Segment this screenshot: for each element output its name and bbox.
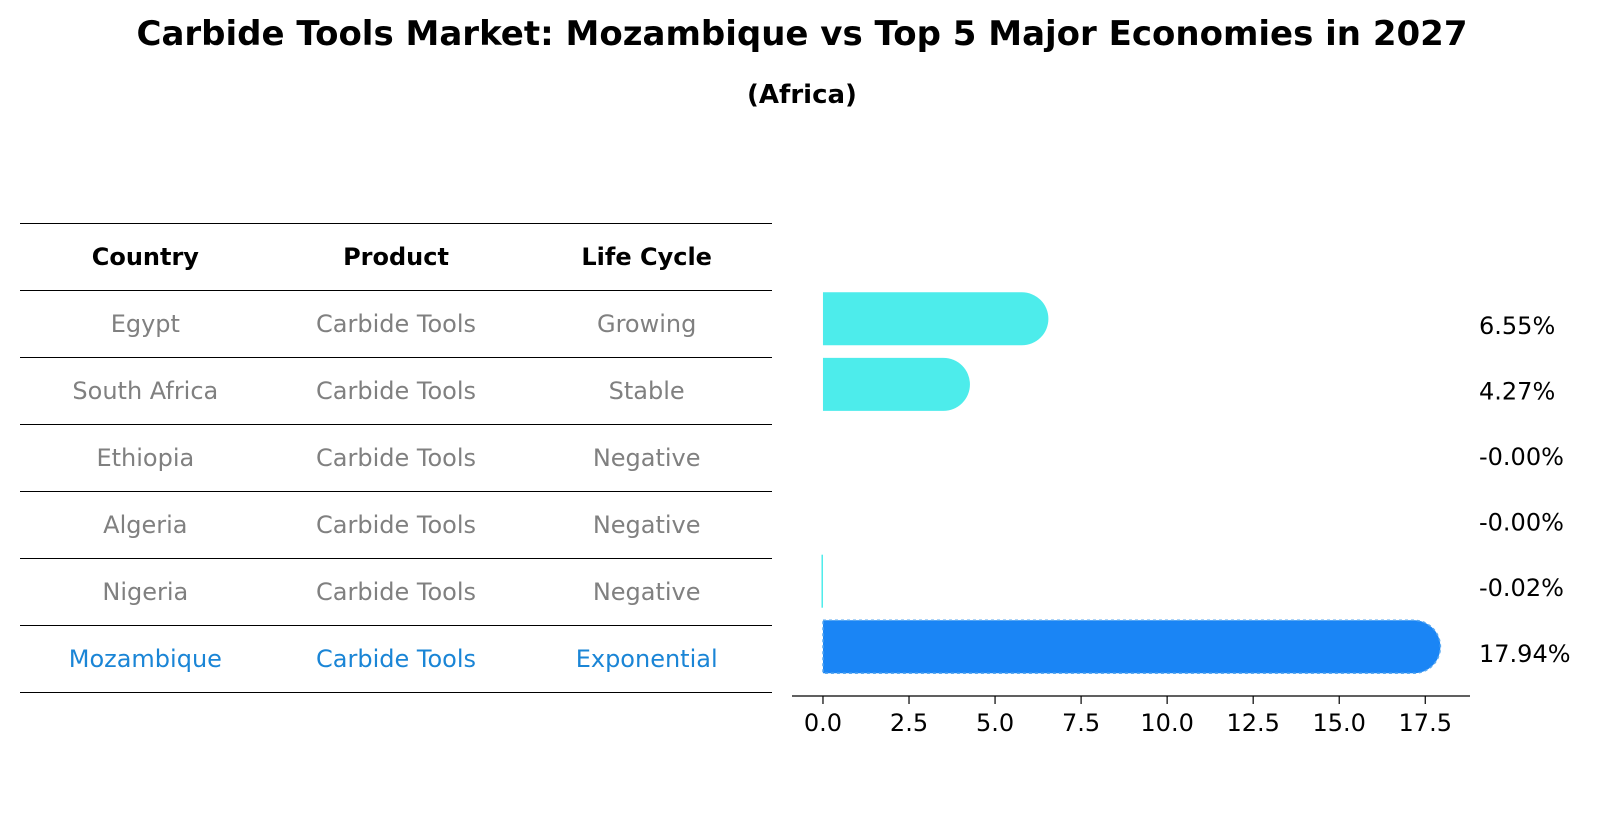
header-life-cycle: Life Cycle	[581, 243, 712, 271]
market-table: Country Product Life Cycle Egypt Carbide…	[20, 223, 772, 693]
data-label: 4.27%	[1479, 377, 1555, 405]
bar-mozambique	[822, 619, 1442, 675]
x-tick-label: 0.0	[804, 709, 842, 737]
x-tick-label: 15.0	[1312, 709, 1365, 737]
x-tick-label: 2.5	[890, 709, 928, 737]
cell-life-cycle: Negative	[592, 511, 701, 539]
cell-product: Carbide Tools	[316, 377, 476, 405]
cell-product: Carbide Tools	[316, 645, 476, 673]
chart-subtitle: (Africa)	[747, 80, 857, 110]
table-row: Ethiopia Carbide Tools Negative	[20, 424, 772, 491]
cell-country: Mozambique	[68, 645, 222, 673]
x-tick-label: 10.0	[1140, 709, 1193, 737]
table-row: Nigeria Carbide Tools Negative	[20, 558, 772, 625]
cell-country: Nigeria	[102, 578, 189, 606]
cell-product: Carbide Tools	[316, 310, 476, 338]
data-label: 6.55%	[1479, 312, 1555, 340]
cell-life-cycle: Negative	[592, 444, 701, 472]
cell-country: Ethiopia	[96, 444, 195, 472]
table-row: Egypt Carbide Tools Growing	[20, 290, 772, 357]
table-row: South Africa Carbide Tools Stable	[20, 357, 772, 424]
table-header-row: Country Product Life Cycle	[20, 223, 772, 290]
cell-country: Egypt	[110, 310, 180, 338]
cell-product: Carbide Tools	[316, 511, 476, 539]
cell-life-cycle: Stable	[608, 377, 685, 405]
cell-life-cycle: Growing	[596, 310, 697, 338]
header-country: Country	[91, 243, 199, 271]
bar-egypt	[822, 292, 1049, 346]
x-tick-label: 17.5	[1399, 709, 1452, 737]
x-tick-label: 5.0	[976, 709, 1014, 737]
table-row-highlight: Mozambique Carbide Tools Exponential	[20, 625, 772, 693]
data-label: 17.94%	[1479, 640, 1571, 668]
bar-nigeria	[821, 554, 823, 608]
cell-country: South Africa	[72, 377, 219, 405]
x-tick-label: 12.5	[1226, 709, 1279, 737]
cell-life-cycle: Exponential	[575, 645, 718, 673]
cell-product: Carbide Tools	[316, 578, 476, 606]
data-label: -0.02%	[1479, 574, 1564, 602]
chart-title: Carbide Tools Market: Mozambique vs Top …	[136, 14, 1468, 54]
cell-country: Algeria	[103, 511, 188, 539]
data-label: -0.00%	[1479, 509, 1564, 537]
bar-south-africa	[822, 357, 970, 411]
cell-product: Carbide Tools	[316, 444, 476, 472]
data-label: -0.00%	[1479, 443, 1564, 471]
cell-life-cycle: Negative	[592, 578, 701, 606]
header-product: Product	[343, 243, 449, 271]
table-row: Algeria Carbide Tools Negative	[20, 491, 772, 558]
x-tick-label: 7.5	[1062, 709, 1100, 737]
